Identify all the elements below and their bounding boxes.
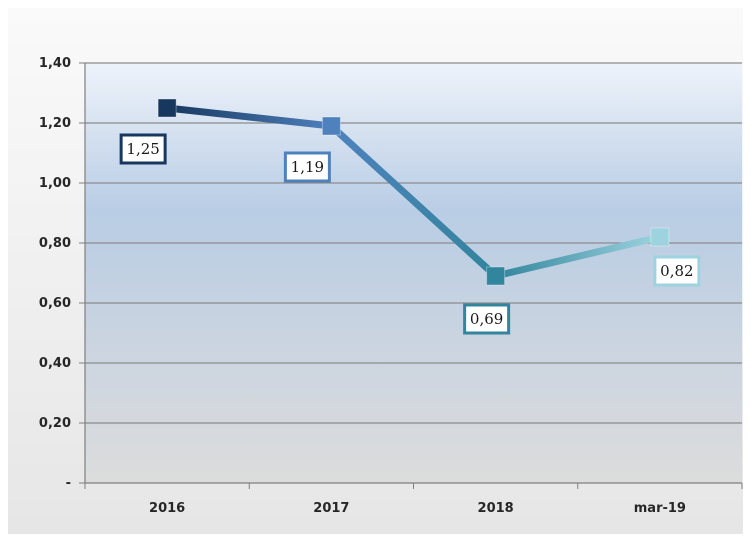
x-tick-label: 2016	[149, 501, 185, 516]
data-point-marker	[486, 266, 506, 286]
series-segment	[327, 122, 500, 280]
line-chart: - 0,20 0,40 0,60 0,80 1,00 1,20 1,40 2016 2017 201…	[39, 56, 743, 516]
data-label: 1,25	[119, 133, 167, 165]
data-label: 0,82	[653, 255, 701, 287]
series-segment	[163, 104, 335, 130]
data-point-marker	[650, 227, 670, 247]
data-point-marker	[321, 116, 341, 136]
data-label-box	[283, 151, 331, 183]
y-tick-label: 0,20	[39, 416, 71, 431]
data-label: 0,69	[463, 303, 511, 335]
data-label: 1,19	[283, 151, 331, 183]
y-tick-label: 1,00	[39, 176, 71, 191]
data-point-marker	[157, 98, 177, 118]
chart-frame: - 0,20 0,40 0,60 0,80 1,00 1,20 1,40 2016 2017 201…	[8, 8, 743, 534]
data-label-text: 1,25	[126, 140, 159, 158]
y-tick-label: 0,80	[39, 236, 71, 251]
gridlines	[85, 62, 742, 424]
series-segment	[492, 233, 664, 280]
series-line	[157, 98, 670, 286]
data-label-text: 0,69	[470, 310, 503, 328]
axes: - 0,20 0,40 0,60 0,80 1,00 1,20 1,40 2016 2017 201…	[39, 56, 743, 516]
x-tick-label: 2017	[313, 501, 349, 516]
y-tick-label: 0,40	[39, 356, 71, 371]
data-label-box	[653, 255, 701, 287]
data-label-box	[463, 303, 511, 335]
y-tick-label: 0,60	[39, 296, 71, 311]
y-tick-label: 1,40	[39, 56, 71, 71]
data-label-box	[119, 133, 167, 165]
x-tick-label: 2018	[478, 501, 514, 516]
data-label-text: 0,82	[660, 262, 693, 280]
plot-area	[85, 63, 742, 483]
x-tick-label: mar-19	[634, 501, 686, 516]
y-tick-label: -	[66, 476, 71, 491]
y-tick-label: 1,20	[39, 116, 71, 131]
data-label-text: 1,19	[291, 158, 324, 176]
data-labels: 1,25 1,19 0,69 0,82	[119, 133, 701, 335]
